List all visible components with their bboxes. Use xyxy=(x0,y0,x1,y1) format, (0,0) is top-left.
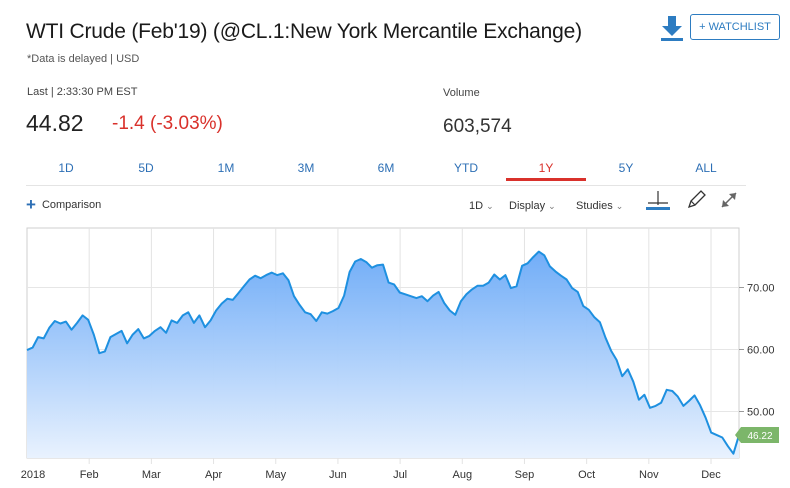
comparison-button[interactable]: + Comparison xyxy=(26,195,102,214)
price-change: -1.4 (-3.03%) xyxy=(112,113,223,134)
chevron-down-icon: ⌄ xyxy=(486,201,494,211)
last-trade-time: Last | 2:33:30 PM EST xyxy=(27,86,138,98)
comparison-label: Comparison xyxy=(41,199,102,211)
y-tick-label: 60.00 xyxy=(747,345,775,357)
x-tick-label: Apr xyxy=(205,469,222,481)
tab-all[interactable]: ALL xyxy=(695,161,717,175)
page-title: WTI Crude (Feb'19) (@CL.1:New York Merca… xyxy=(26,20,582,43)
x-tick-label: Jun xyxy=(329,469,347,481)
plus-icon: + xyxy=(26,195,36,214)
price-line xyxy=(26,250,740,455)
price-chart[interactable]: 2018 Feb Mar Apr May Jun Jul Aug Sep Oct Nov Dec 50.… xyxy=(0,224,790,488)
x-tick-label: Nov xyxy=(639,469,659,481)
price-chart-svg: 2018 Feb Mar Apr May Jun Jul Aug Sep Oct Nov Dec 50.… xyxy=(21,227,779,481)
tab-1y[interactable]: 1Y xyxy=(506,155,586,181)
y-tick-label: 50.00 xyxy=(747,407,775,419)
volume-label: Volume xyxy=(443,87,480,99)
add-to-watchlist-button[interactable]: + WATCHLIST xyxy=(690,14,780,40)
expand-icon[interactable] xyxy=(716,189,742,211)
x-tick-label: Feb xyxy=(80,469,99,481)
x-tick-label: Sep xyxy=(515,469,535,481)
tab-5y[interactable]: 5Y xyxy=(618,161,634,175)
tab-3m[interactable]: 3M xyxy=(297,161,315,175)
last-value-tag xyxy=(735,427,779,444)
last-value-label: 46.22 xyxy=(747,431,772,442)
display-label: Display xyxy=(509,200,546,212)
y-tick-label: 70.00 xyxy=(747,283,775,295)
delay-note: *Data is delayed | USD xyxy=(27,53,140,65)
interval-label: 1D xyxy=(469,200,484,212)
last-price: 44.82 xyxy=(26,110,84,136)
tab-6m[interactable]: 6M xyxy=(377,161,395,175)
price-area xyxy=(27,251,739,458)
tab-ytd[interactable]: YTD xyxy=(454,161,478,175)
crosshair-tool-icon[interactable] xyxy=(645,189,671,211)
tab-1d[interactable]: 1D xyxy=(58,161,74,175)
x-tick-label: May xyxy=(265,469,286,481)
display-dropdown[interactable]: Display ⌄ xyxy=(509,200,556,212)
x-tick-label: Jul xyxy=(393,469,407,481)
x-tick-label: 2018 xyxy=(21,469,45,481)
studies-dropdown[interactable]: Studies ⌄ xyxy=(576,200,623,212)
x-tick-label: Dec xyxy=(701,469,721,481)
volume-value: 603,574 xyxy=(443,116,512,137)
time-range-tabs: 1D 5D 1M 3M 6M YTD 1Y 5Y ALL xyxy=(26,155,746,181)
tab-5d[interactable]: 5D xyxy=(138,161,154,175)
chevron-down-icon: ⌄ xyxy=(548,201,556,211)
download-icon[interactable] xyxy=(659,14,685,42)
tab-1m[interactable]: 1M xyxy=(217,161,235,175)
draw-pencil-icon[interactable] xyxy=(683,189,709,211)
x-tick-label: Aug xyxy=(452,469,472,481)
studies-label: Studies xyxy=(576,200,613,212)
x-tick-label: Oct xyxy=(578,469,595,481)
chevron-down-icon: ⌄ xyxy=(615,201,624,211)
tabs-divider xyxy=(26,185,746,186)
interval-dropdown[interactable]: 1D ⌄ xyxy=(469,200,494,212)
x-tick-label: Mar xyxy=(142,469,161,481)
